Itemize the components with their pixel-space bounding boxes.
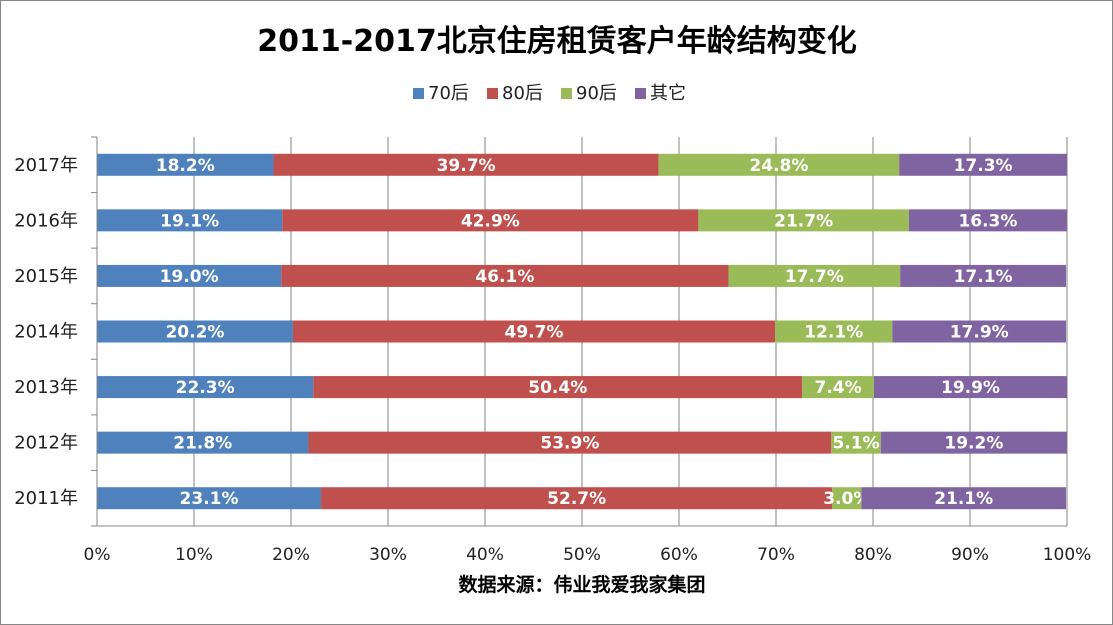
bar-segment — [802, 376, 874, 399]
legend-label: 70后 — [428, 83, 469, 104]
data-label: 18.2% — [156, 156, 215, 176]
bar-segment — [775, 320, 893, 343]
bar-segment — [281, 264, 729, 287]
data-label: 19.2% — [944, 434, 1003, 454]
data-label: 19.0% — [160, 267, 219, 287]
axes — [91, 136, 1067, 527]
data-label: 52.7% — [547, 489, 606, 509]
data-label: 17.3% — [954, 156, 1013, 176]
data-label: 24.8% — [749, 156, 808, 176]
legend-label: 其它 — [650, 83, 686, 104]
bar-segment — [321, 487, 833, 510]
bar-segment — [831, 431, 881, 454]
data-label: 20.2% — [165, 323, 224, 343]
bar-segment — [273, 153, 659, 176]
data-label: 21.1% — [934, 489, 993, 509]
bar-segment — [899, 153, 1067, 176]
x-tick-label: 70% — [757, 545, 795, 565]
category-label: 2017年 — [14, 155, 78, 176]
bar-segment — [282, 209, 699, 232]
data-label: 21.7% — [774, 211, 833, 231]
data-label: 42.9% — [461, 211, 520, 231]
x-tick-label: 60% — [660, 545, 698, 565]
category-label: 2015年 — [14, 266, 78, 287]
x-tick-label: 100% — [1043, 545, 1092, 565]
bars: 23.1% 52.7% 3.0% 21.1% 21.8% 53.9% 5.1% 19.2% 22… — [97, 153, 1067, 510]
x-tick-label: 80% — [854, 545, 892, 565]
category-label: 2014年 — [14, 322, 78, 343]
x-tick-label: 20% — [272, 545, 310, 565]
bar-segment — [308, 431, 832, 454]
data-label: 46.1% — [475, 267, 534, 287]
data-label: 17.1% — [954, 267, 1013, 287]
chart-title: 2011-2017北京住房租赁客户年龄结构变化 — [257, 24, 856, 59]
data-label: 12.1% — [804, 323, 863, 343]
x-tick-label: 90% — [951, 545, 989, 565]
x-tick-label: 10% — [175, 545, 213, 565]
data-label: 19.9% — [941, 378, 1000, 398]
x-tick-label: 30% — [369, 545, 407, 565]
legend-swatch — [561, 88, 572, 99]
data-label: 19.1% — [160, 211, 219, 231]
bar-segment — [97, 320, 293, 343]
legend-label: 80后 — [502, 83, 543, 104]
data-label: 49.7% — [504, 323, 563, 343]
x-axis-label: 数据来源：伟业我爱我家集团 — [458, 573, 705, 596]
data-label: 21.8% — [173, 434, 232, 454]
data-label: 16.3% — [958, 211, 1017, 231]
x-tick-labels: 0% 10% 20% 30% 40% 50% 60% 70% 80% 90% 100% — [84, 545, 1092, 565]
bar-segment — [97, 376, 314, 399]
legend: 70后 80后 90后 其它 — [413, 83, 686, 104]
x-tick-label: 0% — [84, 545, 111, 565]
bar-segment — [892, 320, 1067, 343]
legend-swatch — [635, 88, 646, 99]
category-label: 2016年 — [14, 210, 78, 231]
data-label: 23.1% — [180, 489, 239, 509]
bar-segment — [292, 320, 776, 343]
x-tick-label: 40% — [466, 545, 504, 565]
bar-segment — [832, 487, 862, 510]
bar-segment — [97, 209, 283, 232]
category-label: 2013年 — [14, 377, 78, 398]
bar-segment — [313, 376, 803, 399]
bar-segment — [900, 264, 1067, 287]
bar-segment — [97, 487, 322, 510]
bar-segment — [728, 264, 901, 287]
category-labels: 2011年 2012年 2013年 2014年 2015年 2016年 2017年 — [14, 155, 78, 509]
bar-segment — [97, 153, 274, 176]
category-label: 2011年 — [14, 488, 78, 509]
data-label: 50.4% — [528, 378, 587, 398]
data-label: 7.4% — [815, 378, 862, 398]
data-label: 5.1% — [832, 434, 879, 454]
data-label: 53.9% — [540, 434, 599, 454]
bar-segment — [698, 209, 909, 232]
legend-swatch — [413, 88, 424, 99]
data-label: 22.3% — [176, 378, 235, 398]
bar-segment — [880, 431, 1067, 454]
bar-segment — [658, 153, 900, 176]
bar-segment — [908, 209, 1067, 232]
data-label: 3.0% — [823, 489, 870, 509]
data-label: 39.7% — [437, 156, 496, 176]
bar-segment — [97, 264, 282, 287]
bar-segment — [97, 431, 309, 454]
x-tick-label: 50% — [563, 545, 601, 565]
legend-swatch — [487, 88, 498, 99]
bar-segment — [861, 487, 1067, 510]
data-label: 17.7% — [785, 267, 844, 287]
data-label: 17.9% — [950, 323, 1009, 343]
category-label: 2012年 — [14, 433, 78, 454]
legend-label: 90后 — [576, 83, 617, 104]
bar-segment — [873, 376, 1067, 399]
